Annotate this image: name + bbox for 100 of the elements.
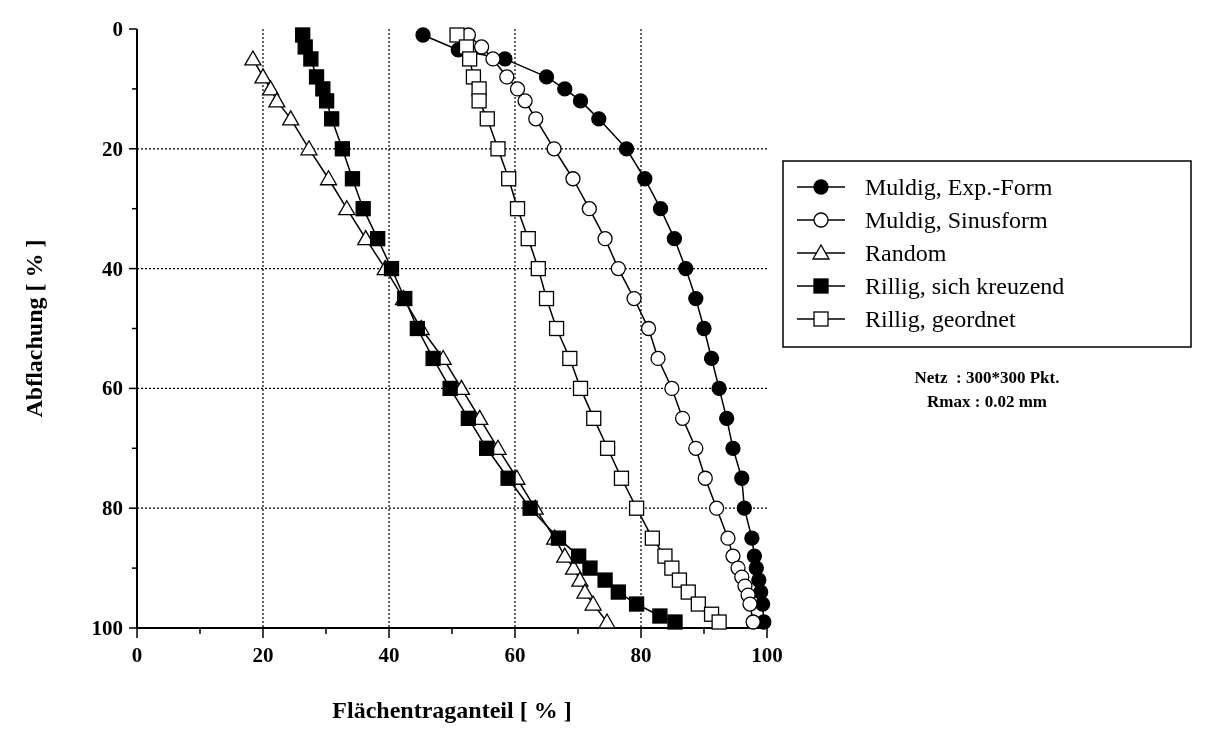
point <box>734 470 750 486</box>
point <box>282 110 300 126</box>
point <box>479 440 495 456</box>
point <box>268 92 286 108</box>
point <box>708 500 725 516</box>
point <box>485 51 501 67</box>
point <box>538 290 555 307</box>
point <box>509 81 526 97</box>
point <box>688 290 704 307</box>
point <box>562 350 578 367</box>
point <box>667 614 683 630</box>
point <box>703 350 720 367</box>
point <box>490 141 506 157</box>
point <box>500 470 516 486</box>
point <box>610 584 626 600</box>
point <box>572 93 589 109</box>
point <box>597 231 613 247</box>
point <box>597 572 613 588</box>
point <box>688 440 704 456</box>
point <box>736 500 752 516</box>
point <box>719 410 735 426</box>
x-tick-label: 0 <box>131 643 143 667</box>
x-tick-label: 80 <box>630 643 652 667</box>
point <box>591 111 607 127</box>
point <box>303 51 319 67</box>
x-tick-label: 60 <box>504 643 526 667</box>
legend-label: Random <box>865 240 947 266</box>
point <box>538 69 555 85</box>
point <box>652 201 669 217</box>
point <box>254 68 272 84</box>
point <box>745 614 761 630</box>
point <box>711 614 727 630</box>
point <box>644 530 660 546</box>
point <box>334 141 351 157</box>
point <box>678 260 694 277</box>
point <box>576 583 594 599</box>
point <box>473 39 490 55</box>
point <box>680 584 696 600</box>
point <box>344 171 361 187</box>
point <box>324 111 340 127</box>
y-tick-label: 60 <box>102 376 123 401</box>
point <box>671 572 688 588</box>
point <box>550 530 567 546</box>
point <box>261 80 280 96</box>
point <box>618 141 635 157</box>
point <box>319 170 338 186</box>
point <box>522 500 538 516</box>
point <box>572 380 589 397</box>
point <box>584 595 602 611</box>
point <box>666 231 683 247</box>
x-axis-title: Flächentraganteil [ % ] <box>332 697 572 723</box>
point <box>650 350 666 367</box>
point <box>582 560 598 576</box>
point <box>696 320 712 337</box>
point <box>530 260 546 277</box>
legend-label: Rillig, geordnet <box>865 306 1016 332</box>
point <box>409 320 425 337</box>
point <box>501 171 517 187</box>
point <box>517 93 533 109</box>
point <box>664 380 680 397</box>
y-tick-label: 40 <box>102 256 123 281</box>
point <box>652 608 668 624</box>
point <box>586 410 602 426</box>
point <box>479 111 495 127</box>
point <box>720 530 736 546</box>
point <box>690 596 706 612</box>
point <box>548 320 565 337</box>
point <box>460 410 477 426</box>
point <box>338 200 356 216</box>
point <box>370 231 386 247</box>
point <box>565 171 581 187</box>
point <box>628 500 645 516</box>
x-tick-label: 40 <box>378 643 400 667</box>
point <box>415 27 431 43</box>
legend-label: Rillig, sich kreuzend <box>865 273 1065 299</box>
point <box>742 596 758 612</box>
text: Netz : 300*300 Pkt. <box>914 368 1060 387</box>
point <box>674 410 691 426</box>
point <box>744 530 760 546</box>
x-tick-label: 100 <box>751 643 783 667</box>
point <box>546 141 562 157</box>
point <box>599 440 616 456</box>
point <box>425 350 441 367</box>
y-axis-title: Abflachung [ % ] <box>21 239 47 418</box>
point <box>628 596 645 612</box>
point <box>570 548 587 564</box>
point <box>318 93 335 109</box>
text: Rmax : 0.02 mm <box>927 392 1047 411</box>
point <box>244 50 262 66</box>
y-tick-label: 80 <box>102 496 123 521</box>
point <box>711 380 727 397</box>
legend-label: Muldig, Exp.-Form <box>865 174 1053 200</box>
point <box>461 51 478 67</box>
point <box>557 81 573 97</box>
point <box>725 548 741 564</box>
legend-label: Muldig, Sinusform <box>865 207 1049 233</box>
point <box>449 27 465 43</box>
point <box>640 320 657 337</box>
y-tick-label: 20 <box>102 136 123 161</box>
point <box>725 440 741 456</box>
